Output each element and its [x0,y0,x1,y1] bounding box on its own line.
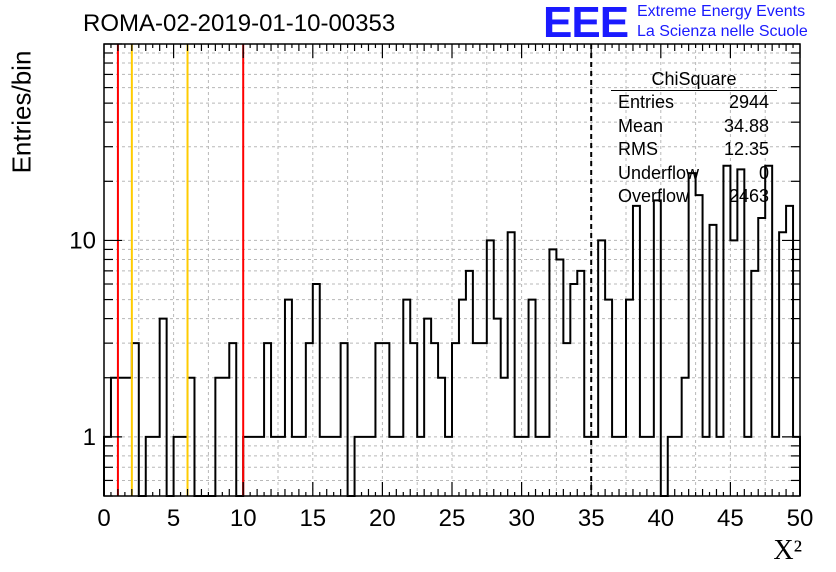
x-tick-label: 50 [787,505,814,532]
x-tick-label: 0 [97,505,110,532]
x-axis-label: X² [773,535,802,566]
x-tick-label: 45 [717,505,744,532]
logo-line-2: La Scienza nelle Scuole [637,23,808,40]
stats-label: Overflow [618,186,690,206]
eee-logo: EEE [543,0,629,47]
stats-label: Entries [618,92,675,112]
x-tick-label: 40 [647,505,674,532]
stats-row-mean: Mean 34.88 [611,115,777,139]
stats-value: 2944 [728,92,769,112]
stats-box: ChiSquare Entries 2944 Mean 34.88 RMS 12.35… [611,68,777,208]
stats-value: 0 [758,162,769,183]
x-tick-label: 10 [230,505,257,532]
x-tick-label: 25 [439,505,466,532]
stats-row-overflow: Overflow 2463 [611,185,777,209]
stats-label: RMS [618,139,658,159]
y-tick-label: 10 [69,227,96,254]
stats-row-underflow: Underflow 0 [611,162,777,186]
stats-label: Mean [618,115,664,136]
logo-line-1: Extreme Energy Events [637,3,806,20]
y-axis-label: Entries/bin [6,50,37,174]
y-tick-label: 1 [83,424,96,451]
stats-value: 12.35 [723,139,769,159]
stats-title: ChiSquare [611,68,777,91]
run-title: ROMA-02-2019-01-10-00353 [83,10,396,37]
x-tick-label: 35 [578,505,605,532]
stats-value: 2463 [728,186,769,206]
x-tick-label: 5 [167,505,180,532]
stats-value: 34.88 [723,115,769,136]
histogram-series [103,164,801,497]
x-tick-label: 20 [369,505,396,532]
stats-row-entries: Entries 2944 [611,91,777,115]
x-tick-label: 30 [508,505,535,532]
x-tick-label: 15 [299,505,326,532]
stats-row-rms: RMS 12.35 [611,138,777,162]
stats-label: Underflow [618,162,700,183]
